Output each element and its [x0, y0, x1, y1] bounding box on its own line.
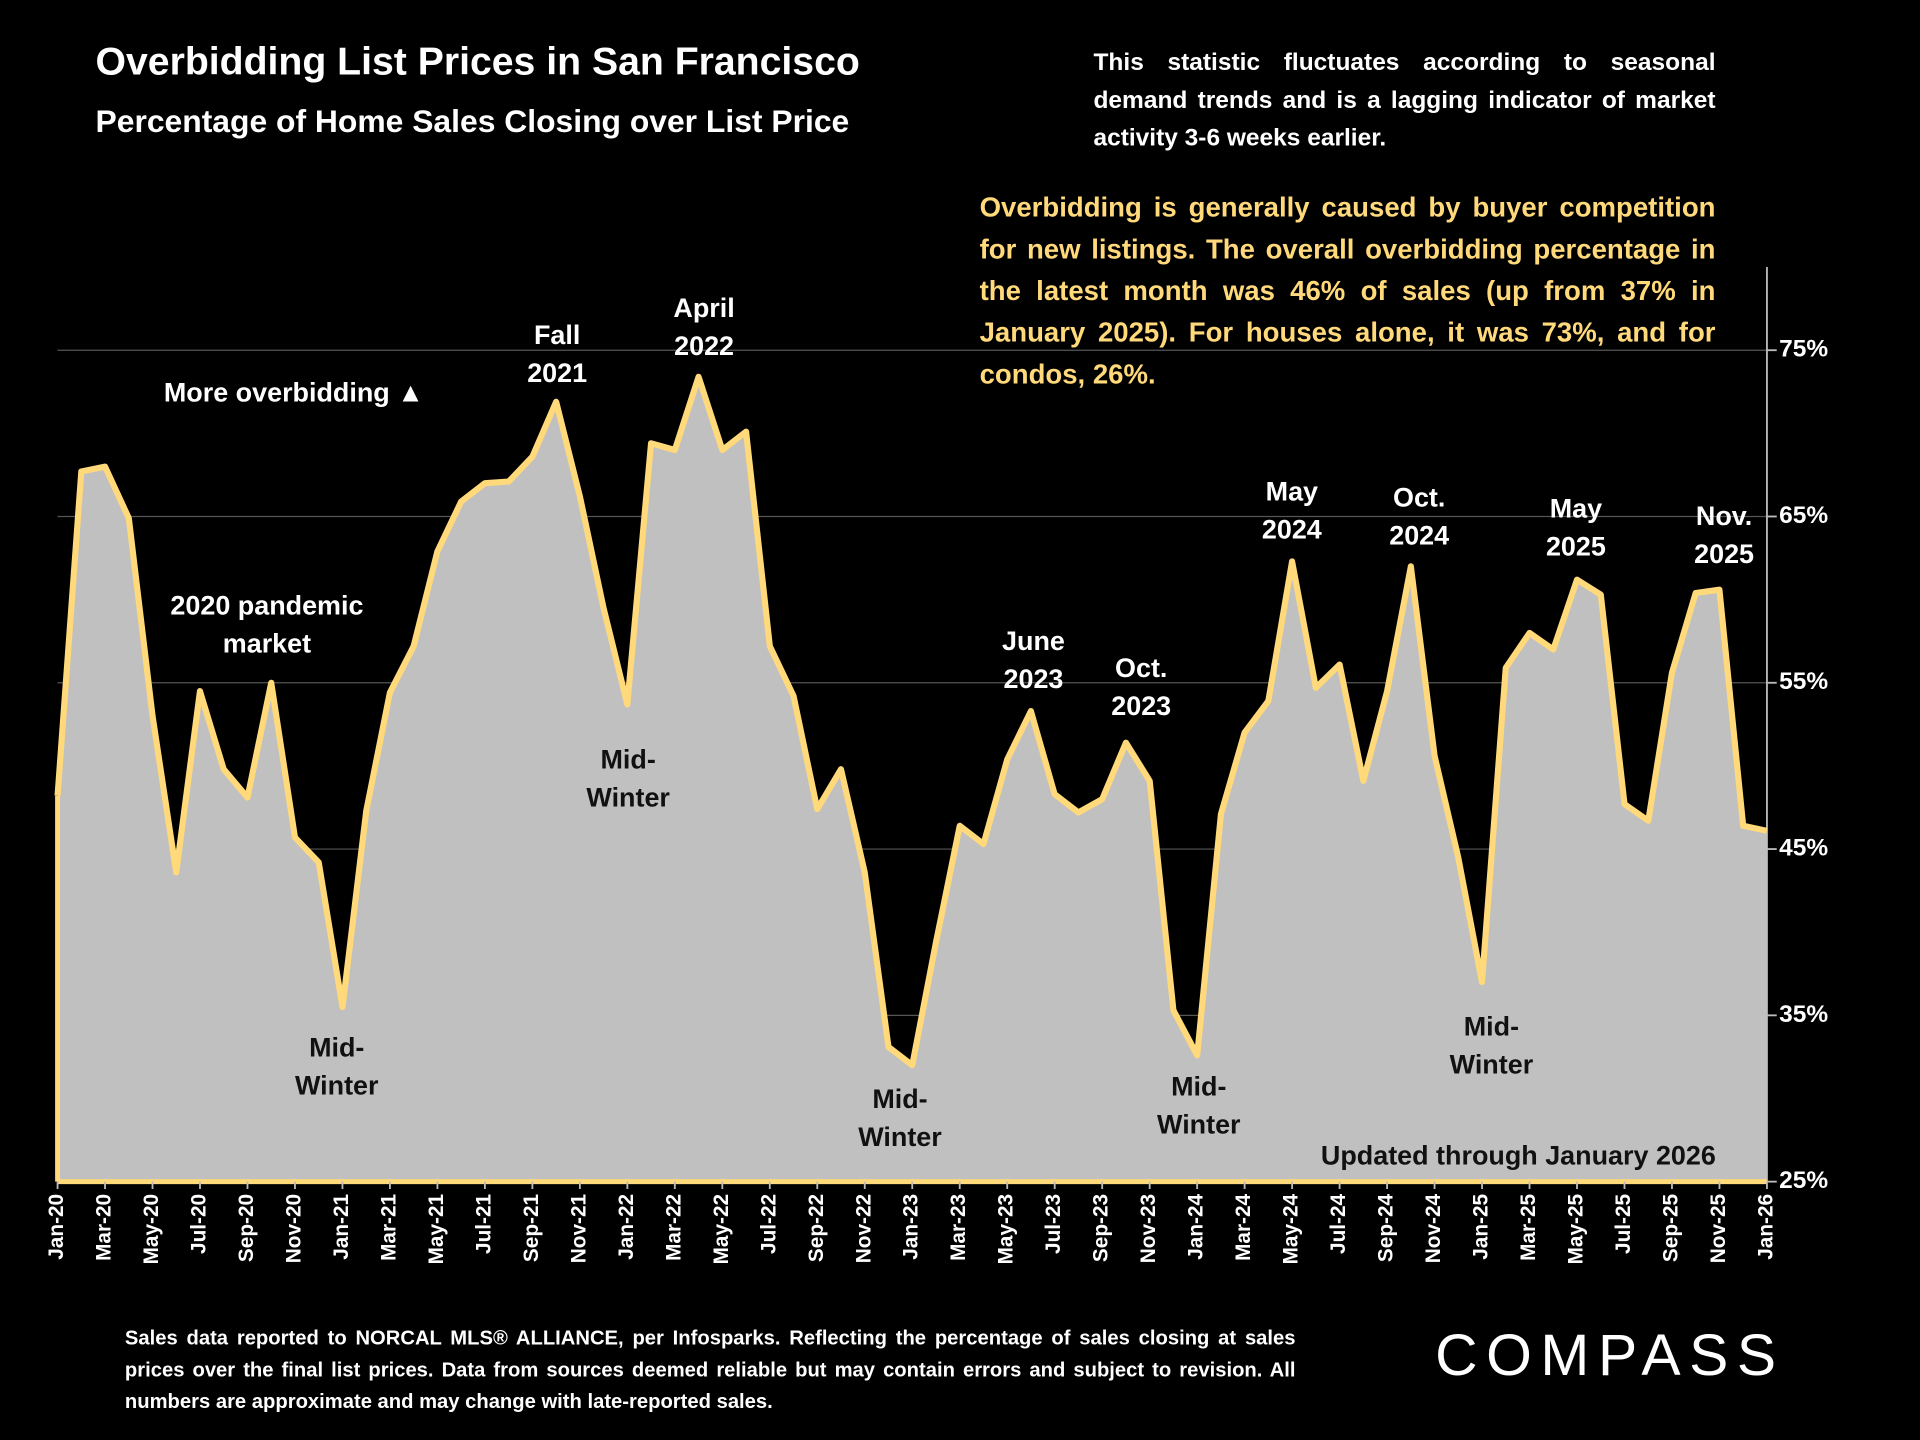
annotation: Mid- [872, 1084, 927, 1114]
x-tick-label: Nov-25 [1707, 1194, 1730, 1263]
x-tick-label: May-22 [710, 1194, 733, 1265]
x-tick-label: Jan-23 [900, 1194, 923, 1260]
annotation: Mid- [1464, 1012, 1519, 1042]
annotation: 2025 [1546, 532, 1606, 562]
y-tick-label: 25% [1779, 1167, 1828, 1194]
x-tick-label: May-25 [1565, 1194, 1588, 1265]
annotation: Updated through January 2026 [1321, 1140, 1716, 1170]
annotation: 2024 [1262, 515, 1322, 545]
x-tick-label: May-23 [995, 1194, 1018, 1265]
x-tick-label: Jul-25 [1612, 1194, 1635, 1254]
x-tick-label: Mar-20 [93, 1194, 116, 1261]
annotation: May [1550, 494, 1602, 524]
x-tick-label: Jan-25 [1470, 1194, 1493, 1260]
x-tick-label: Mar-23 [947, 1194, 970, 1261]
annotation: April [673, 293, 734, 323]
area-fill [57, 376, 1767, 1182]
x-tick-label: Nov-21 [567, 1194, 590, 1263]
y-tick-label: 45% [1779, 835, 1828, 862]
x-tick-label: Jul-21 [472, 1194, 495, 1254]
x-tick-label: May-24 [1280, 1193, 1303, 1264]
chart-title: Overbidding List Prices in San Francisco [95, 39, 860, 84]
x-tick-label: Jan-26 [1754, 1194, 1777, 1260]
annotation: 2023 [1004, 664, 1064, 694]
x-tick-label: Sep-22 [805, 1194, 828, 1262]
annotation: Mid- [309, 1032, 364, 1062]
annotation: 2022 [674, 331, 734, 361]
annotation: Winter [858, 1122, 942, 1152]
annotation: Oct. [1115, 653, 1167, 683]
x-tick-label: Nov-20 [282, 1194, 305, 1263]
x-tick-label: Nov-24 [1422, 1193, 1445, 1263]
x-tick-label: Jul-23 [1042, 1194, 1065, 1254]
y-tick-label: 55% [1779, 668, 1828, 695]
highlight-note: Overbidding is generally caused by buyer… [979, 192, 1716, 390]
x-tick-label: Mar-25 [1517, 1194, 1540, 1261]
x-tick-label: Sep-21 [520, 1194, 543, 1262]
annotation: Mid- [1171, 1072, 1226, 1102]
x-tick-label: Sep-23 [1090, 1194, 1113, 1262]
area-line [54, 373, 1768, 1069]
y-tick-label: 75% [1779, 336, 1828, 363]
annotation: 2024 [1389, 521, 1449, 551]
y-tick-label: 65% [1779, 502, 1828, 529]
annotation: Mid- [600, 745, 655, 775]
x-tick-label: Mar-21 [377, 1194, 400, 1261]
annotation: Nov. [1696, 501, 1752, 531]
annotation: 2023 [1111, 691, 1171, 721]
annotation: Oct. [1393, 483, 1445, 513]
x-tick-label: Sep-20 [235, 1194, 258, 1262]
annotation: Winter [295, 1070, 379, 1100]
annotation: Fall [534, 320, 580, 350]
note: This statistic fluctuates according to s… [1093, 48, 1716, 152]
x-tick-label: Nov-23 [1137, 1194, 1160, 1263]
annotation: May [1266, 477, 1318, 507]
x-tick-label: Jan-21 [330, 1194, 353, 1260]
x-tick-label: Mar-22 [662, 1194, 685, 1261]
logo: COMPASS [1435, 1323, 1785, 1389]
x-tick-label: Nov-22 [852, 1194, 875, 1263]
annotation: Winter [586, 783, 670, 813]
x-tick-label: May-20 [140, 1194, 163, 1265]
annotation: Winter [1450, 1050, 1534, 1080]
annotation: 2021 [527, 358, 587, 388]
annotation: More overbidding ▲ [164, 377, 424, 407]
x-tick-label: Jul-24 [1327, 1193, 1350, 1254]
x-tick-label: Jul-20 [188, 1194, 211, 1254]
x-tick-label: May-21 [425, 1194, 448, 1265]
x-tick-label: Sep-24 [1375, 1193, 1398, 1262]
annotation: 2020 pandemic [170, 590, 363, 620]
x-tick-label: Jan-22 [615, 1194, 638, 1260]
x-tick-label: Jul-22 [757, 1194, 780, 1254]
x-tick-label: Jan-24 [1185, 1193, 1208, 1259]
x-tick-label: Jan-20 [45, 1194, 68, 1260]
footnote: Sales data reported to NORCAL MLS® ALLIA… [124, 1327, 1296, 1414]
annotation: Winter [1157, 1110, 1241, 1140]
annotation: market [223, 628, 311, 658]
annotation: June [1002, 626, 1065, 656]
x-tick-label: Sep-25 [1659, 1194, 1682, 1262]
y-tick-label: 35% [1779, 1001, 1828, 1028]
x-tick-label: Mar-24 [1232, 1193, 1255, 1260]
chart-subtitle: Percentage of Home Sales Closing over Li… [95, 102, 850, 140]
annotation: 2025 [1694, 539, 1754, 569]
